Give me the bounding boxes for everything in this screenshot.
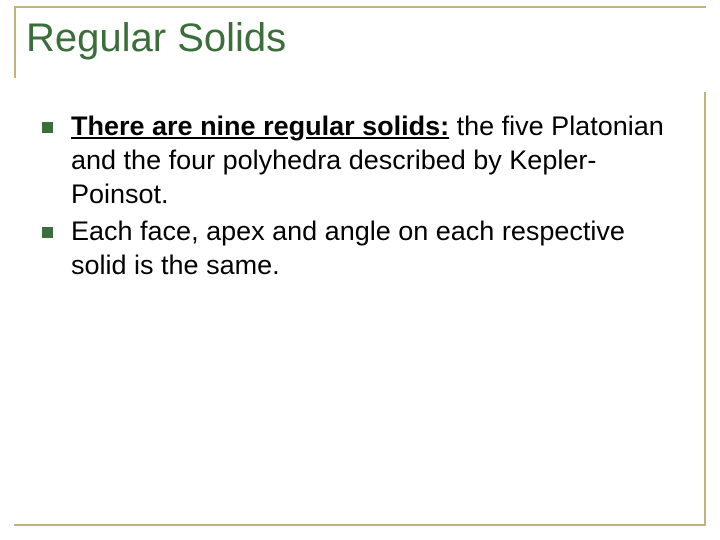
square-bullet-icon	[42, 122, 53, 133]
body-region: There are nine regular solids: the five …	[14, 92, 706, 526]
bullet-text: Each face, apex and angle on each respec…	[71, 215, 680, 283]
title-region: Regular Solids	[14, 6, 706, 78]
list-item: There are nine regular solids: the five …	[42, 110, 680, 211]
bullet-rest: Each face, apex and angle on each respec…	[71, 216, 625, 280]
slide: Regular Solids There are nine regular so…	[0, 0, 720, 540]
list-item: Each face, apex and angle on each respec…	[42, 215, 680, 283]
square-bullet-icon	[42, 227, 53, 238]
slide-title: Regular Solids	[26, 16, 706, 60]
bullet-text: There are nine regular solids: the five …	[71, 110, 680, 211]
bullet-lead: There are nine regular solids:	[71, 111, 449, 141]
bullet-list: There are nine regular solids: the five …	[42, 110, 680, 283]
